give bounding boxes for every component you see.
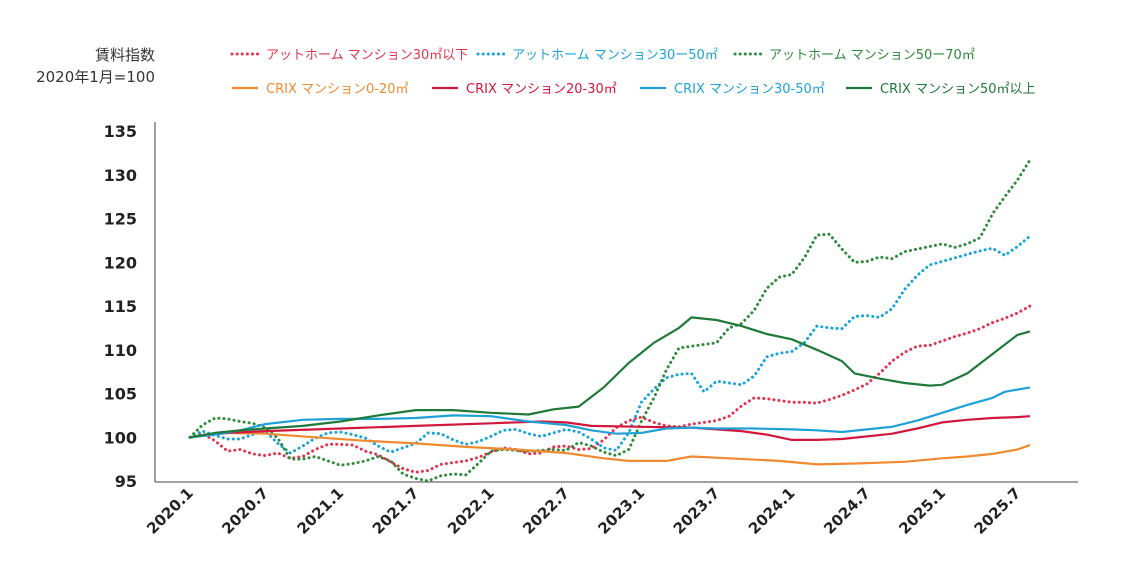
y-axis-unit-label: 2020年1月=100 (36, 68, 155, 86)
x-tick-label: 2022.1 (444, 484, 498, 538)
legend-label-1: アットホーム マンション30㎡以下 (266, 48, 468, 63)
legend-label-4: CRIX マンション0-20㎡ (266, 82, 409, 97)
x-tick-label: 2024.7 (820, 484, 874, 538)
x-tick-label: 2021.1 (294, 484, 348, 538)
y-tick-label: 135 (104, 122, 137, 141)
x-tick-label: 2021.7 (369, 484, 423, 538)
y-tick-label: 120 (104, 253, 137, 272)
x-axis: 2020.1 2020.7 2021.1 2021.7 2022.1 2022.7 2023… (143, 484, 1024, 538)
x-tick-label: 2023.1 (595, 484, 649, 538)
x-tick-label: 2025.1 (895, 484, 949, 538)
series-line-7 (189, 316, 1031, 439)
series-line-4 (189, 431, 1031, 466)
y-tick-label: 130 (104, 166, 137, 185)
legend-label-5: CRIX マンション20-30㎡ (466, 82, 617, 97)
y-tick-label: 110 (104, 341, 137, 360)
legend-label-2: アットホーム マンション30ー50㎡ (512, 48, 718, 63)
x-tick-label: 2024.1 (745, 484, 799, 538)
x-tick-label: 2025.7 (971, 484, 1025, 538)
y-axis-label: 賃料指数 (95, 46, 155, 64)
y-tick-label: 125 (104, 210, 137, 229)
legend-label-3: アットホーム マンション50ー70㎡ (769, 48, 975, 63)
series-lines (188, 158, 1032, 483)
y-axis: 135 130 125 120 115 110 105 100 95 (104, 122, 137, 491)
series-line-3 (188, 158, 1032, 483)
x-tick-label: 2023.7 (670, 484, 724, 538)
y-tick-label: 100 (104, 428, 137, 447)
x-tick-label: 2020.7 (218, 484, 272, 538)
x-tick-label: 2020.1 (143, 484, 197, 538)
series-line-5 (189, 415, 1031, 441)
legend-label-6: CRIX マンション30-50㎡ (674, 82, 825, 97)
legend: アットホーム マンション30㎡以下 アットホーム マンション30ー50㎡ アットホー… (230, 48, 1036, 97)
y-tick-label: 115 (104, 297, 137, 316)
series-line-2 (188, 234, 1032, 455)
series-line-1 (188, 304, 1032, 474)
x-tick-label: 2022.7 (519, 484, 573, 538)
y-tick-label: 95 (115, 472, 137, 491)
series-line-6 (189, 386, 1031, 439)
legend-label-7: CRIX マンション50㎡以上 (880, 82, 1036, 97)
y-tick-label: 105 (104, 385, 137, 404)
